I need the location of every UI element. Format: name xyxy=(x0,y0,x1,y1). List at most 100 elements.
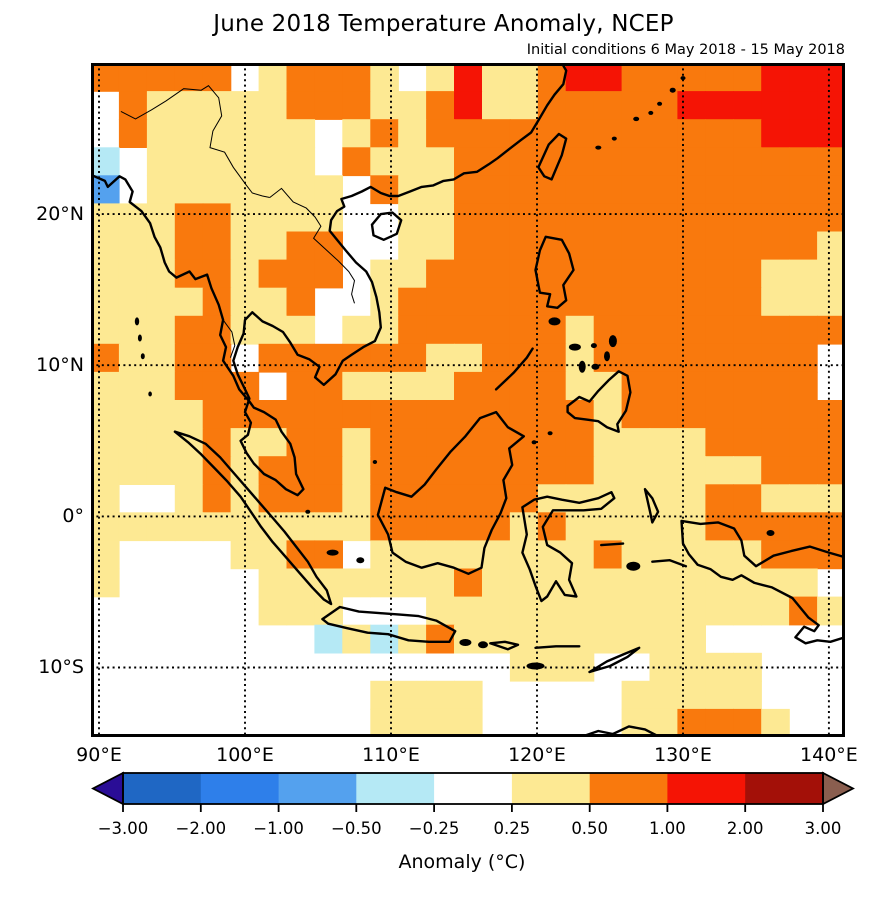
grid-cell xyxy=(565,484,595,514)
grid-cell xyxy=(174,147,204,177)
grid-cell xyxy=(426,343,455,373)
grid-cell xyxy=(649,484,679,514)
grid-cell xyxy=(677,231,706,261)
grid-cell xyxy=(817,231,846,261)
grid-cell xyxy=(398,231,427,261)
y-tick-label: 10°N xyxy=(36,354,84,377)
island xyxy=(568,343,581,351)
grid-cell xyxy=(761,91,790,120)
grid-cell xyxy=(537,119,567,148)
grid-cell xyxy=(258,119,288,148)
grid-cell xyxy=(705,147,734,177)
x-tick-label: 100°E xyxy=(216,744,274,766)
grid-cell xyxy=(342,147,371,177)
grid-cell xyxy=(621,456,651,485)
grid-cell xyxy=(789,568,818,598)
grid-cell xyxy=(342,63,371,92)
grid-cell xyxy=(286,287,316,317)
grid-cell xyxy=(146,91,176,120)
coastline xyxy=(494,347,534,391)
grid-cell xyxy=(649,540,679,570)
chart-subtitle: Initial conditions 6 May 2018 - 15 May 2… xyxy=(526,42,845,58)
grid-cell xyxy=(426,456,455,485)
grid-cell xyxy=(314,400,343,429)
grid-cell xyxy=(258,484,288,514)
grid-cell xyxy=(761,147,790,177)
grid-cell xyxy=(118,456,148,485)
grid-cell xyxy=(314,259,343,289)
grid-cell xyxy=(509,315,539,345)
grid-cell xyxy=(817,259,846,289)
grid-cell xyxy=(649,596,679,626)
grid-cell xyxy=(146,428,176,457)
grid-cell xyxy=(426,708,455,738)
grid-cell xyxy=(174,231,204,261)
grid-cell xyxy=(565,428,595,457)
grid-cell xyxy=(398,147,427,177)
grid-cell xyxy=(677,315,706,345)
border-line xyxy=(120,85,270,198)
grid-cell xyxy=(118,315,148,345)
colorbar-tick-label: −0.50 xyxy=(331,819,382,838)
grid-cell xyxy=(146,231,176,261)
grid-cell xyxy=(286,456,316,485)
grid-cell xyxy=(91,343,120,373)
grid-cell xyxy=(733,203,762,233)
grid-cell xyxy=(677,624,706,654)
grid-cell xyxy=(398,708,427,738)
island xyxy=(633,116,640,122)
grid-cell xyxy=(761,596,790,626)
grid-cell xyxy=(705,287,734,317)
grid-cell xyxy=(733,119,762,148)
grid-cell xyxy=(649,680,679,710)
grid-cell xyxy=(286,63,316,92)
grid-cell xyxy=(761,512,790,542)
grid-cell xyxy=(593,624,623,654)
grid-cell xyxy=(174,91,204,120)
grid-cell xyxy=(789,63,818,92)
grid-cell xyxy=(621,203,651,233)
grid-cell xyxy=(649,91,679,120)
grid-cell xyxy=(705,315,734,345)
grid-cell xyxy=(649,456,679,485)
grid-cell xyxy=(482,596,511,626)
grid-cell xyxy=(761,203,790,233)
grid-cell xyxy=(705,680,734,710)
grid-cell xyxy=(789,203,818,233)
grid-cell xyxy=(789,343,818,373)
grid-cell xyxy=(482,231,511,261)
grid-cell xyxy=(91,287,120,317)
grid-cell xyxy=(174,315,204,345)
colorbar-tick-label: 0.50 xyxy=(571,819,608,838)
grid-cell xyxy=(258,596,288,626)
colorbar-segment xyxy=(278,773,357,804)
grid-cell xyxy=(733,259,762,289)
grid-cell xyxy=(621,680,651,710)
grid-cell xyxy=(677,680,706,710)
grid-cell xyxy=(677,484,706,514)
grid-cell xyxy=(509,147,539,177)
grid-cell xyxy=(509,400,539,429)
colorbar-tick-label: 2.00 xyxy=(727,819,764,838)
grid-cell xyxy=(789,315,818,345)
colorbar-segment xyxy=(511,773,591,804)
colorbar-label: Anomaly (°C) xyxy=(398,851,526,873)
grid-cell xyxy=(426,680,455,710)
grid-cell xyxy=(817,203,846,233)
grid-cell xyxy=(398,343,427,373)
border-line xyxy=(222,319,236,358)
grid-cell xyxy=(314,91,343,120)
grid-cell xyxy=(621,428,651,457)
colorbar-segment xyxy=(434,773,513,804)
island xyxy=(134,317,140,326)
coastline xyxy=(588,646,641,674)
grid-cell xyxy=(789,259,818,289)
grid-cell xyxy=(705,63,734,92)
island xyxy=(548,317,561,326)
grid-cell xyxy=(705,484,734,514)
border-line xyxy=(269,187,356,304)
grid-cell xyxy=(649,175,679,205)
x-tick-label: 120°E xyxy=(508,744,566,766)
grid-cell xyxy=(398,91,427,120)
grid-cell xyxy=(482,175,511,205)
